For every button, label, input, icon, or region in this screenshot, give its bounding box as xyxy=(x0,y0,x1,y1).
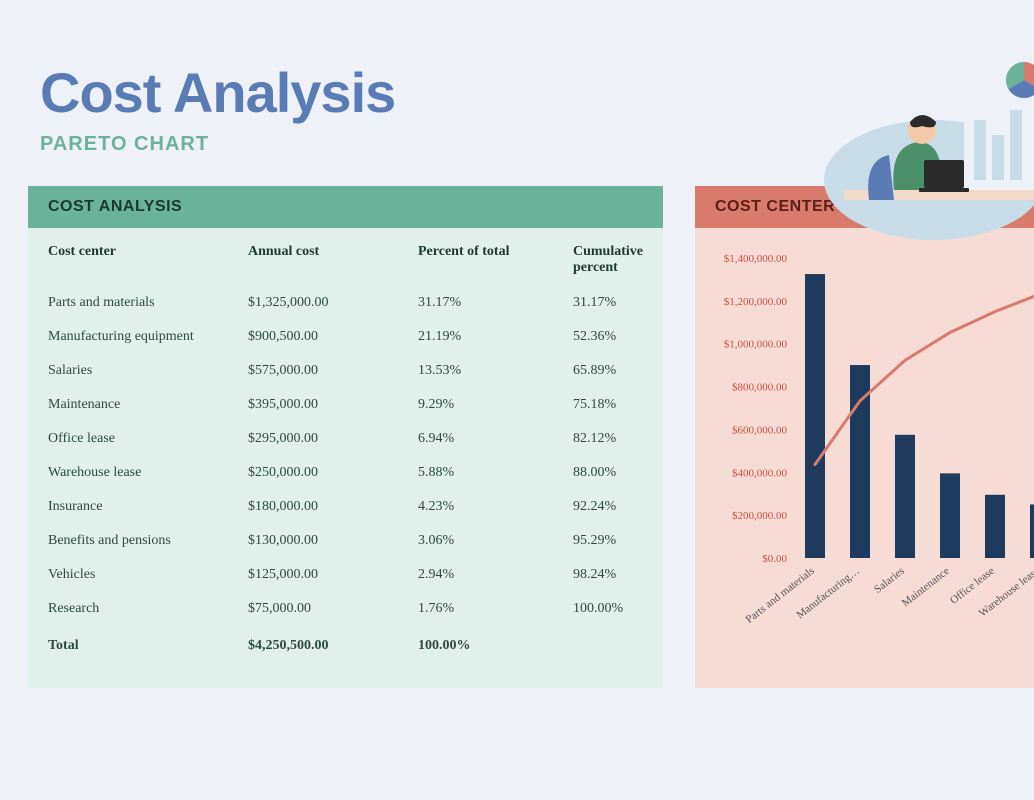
table-row: Maintenance$395,000.009.29%75.18% xyxy=(28,388,663,422)
table-cell: 92.24% xyxy=(573,499,643,515)
table-row: Vehicles$125,000.002.94%98.24% xyxy=(28,558,663,592)
table-cell: 13.53% xyxy=(418,363,573,379)
x-tick-label: Maintenance xyxy=(900,565,952,610)
table-cell: $180,000.00 xyxy=(248,499,418,515)
bar xyxy=(940,473,960,558)
table-cell: 9.29% xyxy=(418,397,573,413)
table-cell: $75,000.00 xyxy=(248,601,418,617)
table-cell: $900,500.00 xyxy=(248,329,418,345)
table-cell: 3.06% xyxy=(418,533,573,549)
table-cell: 100.00% xyxy=(573,601,643,617)
th-cumulative: Cumulative percent xyxy=(573,244,643,276)
table-cell: 65.89% xyxy=(573,363,643,379)
table-row: Manufacturing equipment$900,500.0021.19%… xyxy=(28,320,663,354)
table-cell: Maintenance xyxy=(48,397,248,413)
table-row: Parts and materials$1,325,000.0031.17%31… xyxy=(28,286,663,320)
table-cell: 2.94% xyxy=(418,567,573,583)
table-cell: 31.17% xyxy=(418,295,573,311)
table-cell: $395,000.00 xyxy=(248,397,418,413)
header-illustration xyxy=(814,60,1034,240)
y-tick-label: $600,000.00 xyxy=(732,424,788,436)
chart-panel: COST CENTER $0.00$200,000.00$400,000.00$… xyxy=(695,186,1034,688)
y-tick-label: $200,000.00 xyxy=(732,510,788,522)
table-cell: Benefits and pensions xyxy=(48,533,248,549)
total-percent: 100.00% xyxy=(418,638,573,654)
table-cell: Warehouse lease xyxy=(48,465,248,481)
table-cell: Vehicles xyxy=(48,567,248,583)
table-cell: 52.36% xyxy=(573,329,643,345)
th-cost-center: Cost center xyxy=(48,244,248,276)
table-cell: $1,325,000.00 xyxy=(248,295,418,311)
table-cell: $130,000.00 xyxy=(248,533,418,549)
table-cell: Parts and materials xyxy=(48,295,248,311)
y-tick-label: $0.00 xyxy=(762,553,787,565)
cost-table-panel: COST ANALYSIS Cost center Annual cost Pe… xyxy=(28,186,663,688)
table-row: Insurance$180,000.004.23%92.24% xyxy=(28,490,663,524)
total-cumulative xyxy=(573,638,643,654)
bar xyxy=(1030,504,1034,558)
total-cost: $4,250,500.00 xyxy=(248,638,418,654)
table-cell: 1.76% xyxy=(418,601,573,617)
cumulative-line xyxy=(815,294,1034,464)
table-title-bar: COST ANALYSIS xyxy=(28,186,663,228)
table-cell: Manufacturing equipment xyxy=(48,329,248,345)
bar xyxy=(805,274,825,558)
table-cell: 88.00% xyxy=(573,465,643,481)
table-cell: 31.17% xyxy=(573,295,643,311)
table-row: Research$75,000.001.76%100.00% xyxy=(28,592,663,626)
table-cell: Salaries xyxy=(48,363,248,379)
table-cell: 75.18% xyxy=(573,397,643,413)
table-cell: Research xyxy=(48,601,248,617)
y-tick-label: $1,200,000.00 xyxy=(724,296,788,308)
table-row: Salaries$575,000.0013.53%65.89% xyxy=(28,354,663,388)
table-row: Warehouse lease$250,000.005.88%88.00% xyxy=(28,456,663,490)
table-cell: Insurance xyxy=(48,499,248,515)
x-tick-label: Salaries xyxy=(872,565,907,596)
table-cell: 21.19% xyxy=(418,329,573,345)
chart-area: $0.00 $200,000.00 $400,000.00 $600,000.00 $8… xyxy=(695,228,1034,688)
th-annual-cost: Annual cost xyxy=(248,244,418,276)
table-cell: $575,000.00 xyxy=(248,363,418,379)
table-cell: $295,000.00 xyxy=(248,431,418,447)
table-cell: 4.23% xyxy=(418,499,573,515)
table-row: Office lease$295,000.006.94%82.12% xyxy=(28,422,663,456)
table-body: Parts and materials$1,325,000.0031.17%31… xyxy=(28,286,663,626)
table-cell: 98.24% xyxy=(573,567,643,583)
table-total-row: Total $4,250,500.00 100.00% xyxy=(28,626,663,668)
table-title: COST ANALYSIS xyxy=(48,198,643,216)
bar xyxy=(985,495,1005,558)
th-percent: Percent of total xyxy=(418,244,573,276)
table-cell: 95.29% xyxy=(573,533,643,549)
table-cell: $250,000.00 xyxy=(248,465,418,481)
total-label: Total xyxy=(48,638,248,654)
y-tick-label: $1,400,000.00 xyxy=(724,253,788,265)
y-tick-label: $400,000.00 xyxy=(732,467,788,479)
y-tick-label: $1,000,000.00 xyxy=(724,339,788,351)
pareto-chart: $0.00 $200,000.00 $400,000.00 $600,000.00 $8… xyxy=(705,248,1034,688)
table-header-row: Cost center Annual cost Percent of total… xyxy=(28,228,663,286)
table-cell: Office lease xyxy=(48,431,248,447)
y-tick-label: $800,000.00 xyxy=(732,382,788,394)
table-cell: 5.88% xyxy=(418,465,573,481)
bar xyxy=(895,435,915,558)
table-row: Benefits and pensions$130,000.003.06%95.… xyxy=(28,524,663,558)
table-cell: $125,000.00 xyxy=(248,567,418,583)
table-cell: 82.12% xyxy=(573,431,643,447)
table-cell: 6.94% xyxy=(418,431,573,447)
